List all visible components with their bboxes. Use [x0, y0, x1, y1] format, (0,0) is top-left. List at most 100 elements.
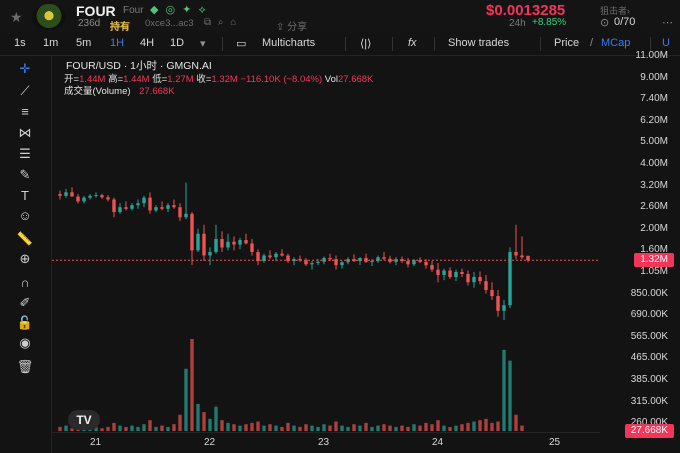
volume-bar	[448, 426, 452, 431]
mcap-toggle[interactable]: MCap	[601, 37, 631, 49]
volume-bar	[340, 425, 344, 431]
candle-body	[100, 195, 104, 198]
indicators-button[interactable]: fx	[408, 37, 417, 49]
volume-bar	[160, 425, 164, 431]
price-tick-label: 315.00K	[630, 395, 668, 407]
brush-icon[interactable]: ✎	[19, 167, 31, 182]
candle-body	[244, 240, 248, 244]
volume-value: 27.668K	[139, 86, 175, 97]
currency-toggle-icon[interactable]: U	[662, 37, 670, 49]
multicharts-button[interactable]: Multicharts	[262, 37, 316, 49]
interval-1m[interactable]: 1m	[43, 37, 59, 49]
lock-icon[interactable]: 🔓	[16, 315, 34, 330]
volume-bar	[178, 414, 182, 431]
pitchfork-icon[interactable]: ⋈	[18, 125, 32, 140]
price-tick-label: 4.00M	[640, 158, 668, 169]
crosshair-icon[interactable]: ✛	[19, 61, 31, 76]
candle-body	[520, 255, 524, 258]
candle-body	[148, 197, 152, 211]
candle-body	[238, 240, 242, 245]
volume-bar	[490, 422, 494, 431]
volume-bar	[436, 420, 440, 431]
price-axis[interactable]: 11.00M 9.00M 7.40M 6.20M 5.00M 4.00M 3.20M 2.60…	[600, 50, 680, 438]
lock-drawings-icon[interactable]: ✐	[19, 295, 31, 310]
snipers-count: 0/70	[614, 16, 636, 28]
price-toggle[interactable]: Price	[554, 37, 580, 49]
time-tick-label: 23	[318, 437, 330, 448]
interval-4h[interactable]: 4H	[140, 37, 155, 49]
volume-bar	[508, 360, 512, 431]
time-axis[interactable]: 21 22 23 24 25	[52, 432, 600, 453]
token-symbol: FOUR	[76, 3, 116, 19]
interval-1d[interactable]: 1D	[170, 37, 185, 49]
fib-retracement-icon[interactable]: ☰	[19, 146, 31, 161]
candle-body	[460, 272, 464, 274]
show-trades-button[interactable]: Show trades	[448, 37, 510, 49]
volume-bar	[370, 426, 374, 431]
candle-body	[370, 261, 374, 263]
candle-body	[106, 197, 110, 200]
candle-body	[382, 257, 386, 259]
token-age: 236d	[78, 18, 101, 29]
candle-body	[310, 263, 314, 265]
current-price: $0.0013285	[486, 2, 566, 19]
interval-5m[interactable]: 5m	[76, 37, 92, 49]
volume-bar	[472, 421, 476, 431]
snipers-link[interactable]: 狙击者›	[600, 6, 630, 16]
volume-bar	[202, 412, 206, 431]
favorite-star-icon[interactable]: ★	[10, 9, 23, 25]
volume-bar	[214, 406, 218, 431]
social-links-icons[interactable]: ◆ ◎ ✦ ⟡	[150, 4, 208, 16]
volume-bar	[250, 422, 254, 431]
compare-icon[interactable]: ⟨|⟩	[360, 38, 372, 50]
candlestick-chart[interactable]	[52, 56, 600, 432]
volume-bar	[424, 422, 428, 431]
high-label: 高=	[108, 74, 124, 85]
trendline-icon[interactable]: ⟋	[20, 83, 30, 98]
low-label: 低=	[152, 74, 168, 85]
candle-body	[274, 253, 278, 258]
toolbar-divider	[345, 37, 346, 51]
price-tick-label: 690.00K	[630, 309, 668, 321]
close-label: 收=	[196, 74, 212, 85]
interval-1h[interactable]: 1H	[110, 37, 125, 49]
candle-body	[226, 241, 230, 248]
price-tick-label: 2.60M	[640, 201, 668, 213]
candle-body	[190, 213, 194, 251]
volume-legend: 成交量(Volume) 27.668K	[64, 83, 175, 97]
current-volume-tag: 27.668K	[624, 424, 674, 438]
candle-body	[316, 261, 320, 264]
toolbar-divider	[222, 37, 223, 51]
volume-bar	[304, 424, 308, 431]
price-tick-label: 5.00M	[640, 136, 668, 148]
zoom-in-icon[interactable]: ⊕	[19, 251, 31, 266]
horizontal-lines-icon[interactable]: ≡	[21, 104, 29, 119]
more-icon[interactable]: ⋯	[662, 17, 673, 29]
magnet-icon[interactable]: ∩	[20, 275, 30, 290]
volume-bar	[394, 426, 398, 431]
trash-icon[interactable]: 🗑	[16, 359, 34, 374]
change-value: −116.10K (−8.04%)	[240, 74, 323, 85]
interval-1s[interactable]: 1s	[14, 37, 26, 49]
price-tick-label: 385.00K	[630, 374, 668, 385]
volume-bar	[376, 425, 380, 431]
volume-bar	[412, 424, 416, 431]
eye-icon[interactable]: ◉	[19, 335, 31, 350]
price-tick-label: 465.00K	[630, 352, 668, 364]
toolbar-divider	[650, 37, 651, 51]
copy-and-search-icons[interactable]: ⧉ ⌕ ⌂	[204, 17, 239, 28]
ruler-icon[interactable]: 📏	[16, 231, 34, 246]
candle-body	[64, 192, 68, 196]
text-tool-icon[interactable]: T	[21, 188, 29, 203]
candle-body	[124, 207, 128, 209]
volume-bar	[142, 424, 146, 431]
candle-body	[340, 262, 344, 266]
interval-dropdown-chevron-icon[interactable]: ▾	[200, 38, 206, 50]
contract-address[interactable]: 0xce3...ac3	[145, 18, 194, 29]
share-button[interactable]: ⇪ 分享	[276, 22, 308, 33]
emoji-icon[interactable]: ☺	[18, 208, 32, 223]
price-tick-label: 565.00K	[630, 330, 668, 342]
tradingview-logo[interactable]: TV	[68, 410, 100, 430]
volume-bar	[70, 428, 74, 431]
volume-bar	[460, 424, 464, 431]
